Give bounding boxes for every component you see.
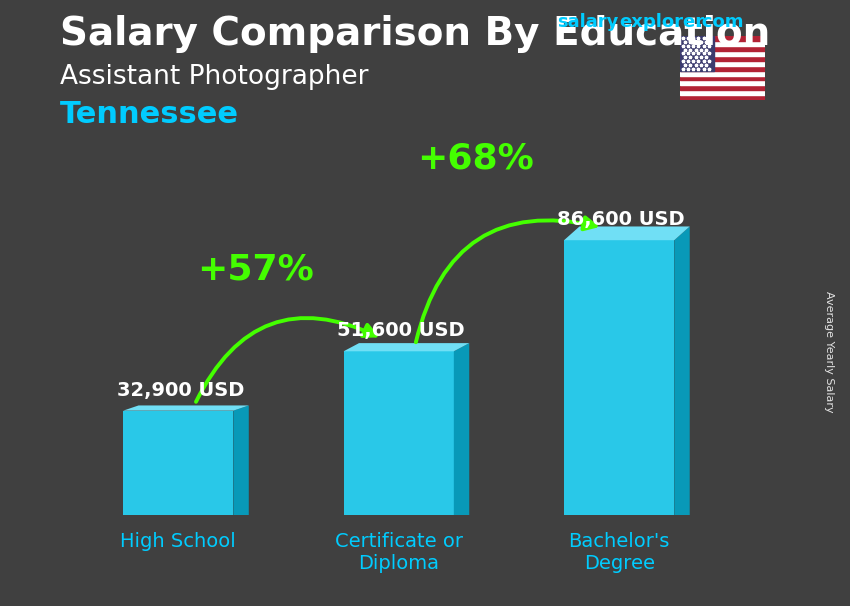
Bar bbox=[680, 76, 765, 81]
Polygon shape bbox=[234, 405, 249, 515]
Bar bbox=[680, 41, 765, 46]
Text: salary: salary bbox=[557, 13, 618, 32]
Text: .com: .com bbox=[695, 13, 744, 32]
Text: +68%: +68% bbox=[417, 142, 535, 176]
Bar bbox=[680, 95, 765, 100]
Text: 51,600 USD: 51,600 USD bbox=[337, 321, 465, 340]
Bar bbox=[680, 36, 714, 71]
Text: Average Yearly Salary: Average Yearly Salary bbox=[824, 291, 834, 412]
Text: Assistant Photographer: Assistant Photographer bbox=[60, 64, 368, 90]
Bar bbox=[680, 85, 765, 90]
Bar bbox=[680, 65, 765, 71]
Polygon shape bbox=[564, 227, 689, 240]
Text: +57%: +57% bbox=[197, 253, 314, 287]
Text: 86,600 USD: 86,600 USD bbox=[558, 210, 685, 229]
Polygon shape bbox=[674, 227, 689, 515]
Bar bbox=[680, 51, 765, 56]
Text: explorer: explorer bbox=[619, 13, 704, 32]
Polygon shape bbox=[123, 405, 249, 411]
Text: Tennessee: Tennessee bbox=[60, 100, 239, 129]
Polygon shape bbox=[343, 351, 454, 515]
Polygon shape bbox=[454, 343, 469, 515]
Polygon shape bbox=[564, 240, 674, 515]
Bar bbox=[680, 36, 765, 41]
Bar bbox=[680, 71, 765, 76]
Bar bbox=[680, 90, 765, 95]
Bar bbox=[680, 61, 765, 65]
Text: 32,900 USD: 32,900 USD bbox=[116, 381, 244, 399]
Bar bbox=[680, 56, 765, 61]
Polygon shape bbox=[123, 411, 234, 515]
Bar bbox=[680, 46, 765, 51]
Text: Salary Comparison By Education: Salary Comparison By Education bbox=[60, 15, 770, 53]
Polygon shape bbox=[343, 343, 469, 351]
Bar bbox=[680, 81, 765, 85]
